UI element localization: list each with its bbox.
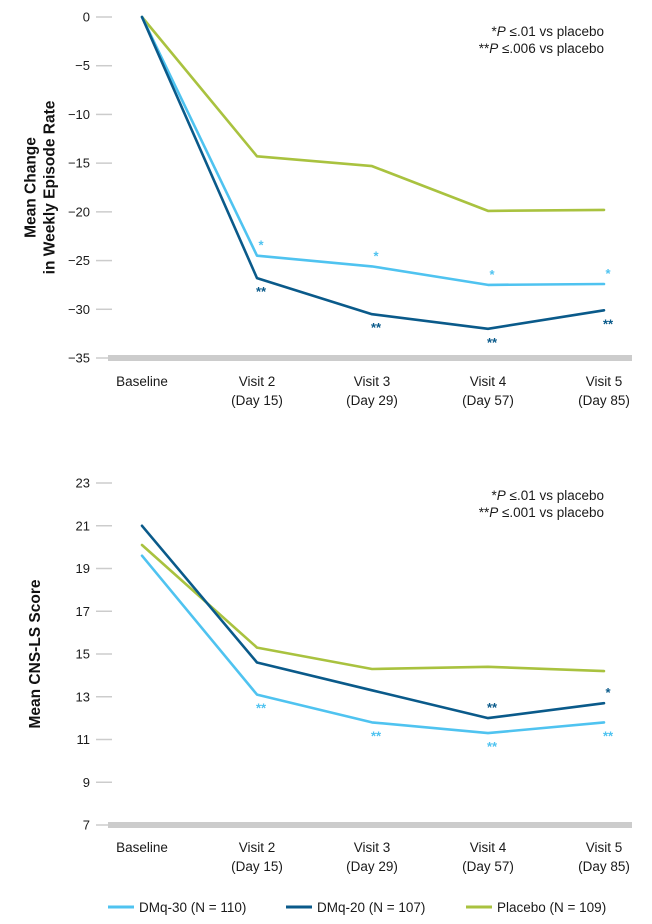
y-tick-label: 23 bbox=[76, 476, 90, 491]
y-axis-title: Mean CNS-LS Score bbox=[27, 579, 44, 728]
legend: DMq-30 (N = 110) DMq-20 (N = 107) Placebo … bbox=[108, 900, 606, 915]
series-line-dmq-20 bbox=[140, 15, 606, 331]
x-tick-label: (Day 85) bbox=[578, 393, 630, 408]
y-tick-label: 0 bbox=[83, 10, 90, 25]
y-tick-label: −25 bbox=[68, 253, 90, 268]
y-tick-label: 9 bbox=[83, 775, 90, 790]
x-tick-label: (Day 15) bbox=[231, 859, 283, 874]
significance-marker: ** bbox=[603, 728, 614, 743]
series-line-dmq-20 bbox=[140, 524, 606, 720]
y-tick-label: 17 bbox=[76, 604, 90, 619]
y-tick-label: 21 bbox=[76, 518, 90, 533]
legend-label: DMq-20 (N = 107) bbox=[317, 900, 425, 915]
series-line-dmq-30 bbox=[140, 15, 606, 287]
x-tick-label: (Day 85) bbox=[578, 859, 630, 874]
y-axis-title: in Weekly Episode Rate bbox=[42, 100, 59, 274]
y-tick-label: −30 bbox=[68, 302, 90, 317]
significance-note: *P ≤.01 vs placebo bbox=[492, 24, 605, 39]
note-p: P bbox=[497, 488, 506, 503]
x-tick-label: (Day 29) bbox=[346, 859, 398, 874]
x-tick-label: Visit 2 bbox=[239, 374, 276, 389]
x-tick-label: Baseline bbox=[116, 840, 168, 855]
note-p: P bbox=[489, 41, 498, 56]
significance-marker: ** bbox=[256, 284, 267, 299]
y-tick-label: 15 bbox=[76, 647, 90, 662]
note-text: ≤.006 vs placebo bbox=[498, 41, 604, 56]
significance-marker: ** bbox=[487, 335, 498, 350]
y-tick-label: −35 bbox=[68, 351, 90, 366]
significance-marker: ** bbox=[371, 728, 382, 743]
significance-marker: ** bbox=[371, 320, 382, 335]
y-tick-label: −5 bbox=[75, 58, 90, 73]
y-tick-label: 19 bbox=[76, 561, 90, 576]
significance-marker: * bbox=[489, 267, 495, 282]
series-line-dmq-30 bbox=[140, 554, 606, 735]
significance-marker: * bbox=[258, 238, 264, 253]
significance-marker: ** bbox=[487, 700, 498, 715]
y-tick-label: 7 bbox=[83, 818, 90, 833]
y-axis-title: Mean Change bbox=[23, 137, 40, 238]
x-tick-label: Visit 5 bbox=[586, 840, 623, 855]
significance-marker: ** bbox=[487, 739, 498, 754]
significance-note: **P ≤.006 vs placebo bbox=[479, 41, 604, 56]
x-tick-label: (Day 57) bbox=[462, 393, 514, 408]
y-tick-label: −10 bbox=[68, 107, 90, 122]
note-stars: ** bbox=[479, 505, 490, 520]
legend-label: Placebo (N = 109) bbox=[497, 900, 606, 915]
significance-marker: * bbox=[605, 685, 611, 700]
significance-marker: * bbox=[373, 248, 379, 263]
x-axis-line bbox=[108, 355, 632, 361]
x-tick-label: Visit 3 bbox=[354, 840, 391, 855]
note-text: ≤.01 vs placebo bbox=[506, 488, 604, 503]
note-stars: * bbox=[492, 488, 498, 503]
note-text: ≤.001 vs placebo bbox=[498, 505, 604, 520]
note-stars: ** bbox=[479, 41, 490, 56]
x-tick-label: Visit 4 bbox=[470, 840, 507, 855]
y-tick-label: 13 bbox=[76, 689, 90, 704]
series-line-placebo bbox=[140, 15, 606, 213]
x-tick-label: Baseline bbox=[116, 374, 168, 389]
y-tick-label: −20 bbox=[68, 204, 90, 219]
note-text: ≤.01 vs placebo bbox=[506, 24, 604, 39]
x-tick-label: (Day 57) bbox=[462, 859, 514, 874]
x-tick-label: (Day 29) bbox=[346, 393, 398, 408]
note-p: P bbox=[497, 24, 506, 39]
note-stars: * bbox=[492, 24, 498, 39]
x-tick-label: Visit 2 bbox=[239, 840, 276, 855]
x-tick-label: Visit 5 bbox=[586, 374, 623, 389]
series-line-placebo bbox=[140, 543, 606, 673]
note-p: P bbox=[489, 505, 498, 520]
y-tick-label: −15 bbox=[68, 156, 90, 171]
chart-cns-ls-score: 23 21 19 17 15 13 11 9 7 Baseline Visit 2 (Day 15) V… bbox=[27, 476, 632, 874]
significance-marker: ** bbox=[256, 701, 267, 716]
legend-label: DMq-30 (N = 110) bbox=[139, 900, 246, 915]
x-tick-label: Visit 3 bbox=[354, 374, 391, 389]
x-tick-label: (Day 15) bbox=[231, 393, 283, 408]
significance-marker: ** bbox=[603, 316, 614, 331]
x-tick-label: Visit 4 bbox=[470, 374, 507, 389]
y-tick-label: 11 bbox=[77, 732, 91, 747]
chart-weekly-episode-rate: 0 −5 −10 −15 −20 −25 −30 −35 Baseline Visit 2 (Day… bbox=[23, 10, 632, 408]
significance-marker: * bbox=[605, 266, 611, 281]
significance-note: **P ≤.001 vs placebo bbox=[479, 505, 604, 520]
x-axis-line bbox=[108, 822, 632, 828]
significance-note: *P ≤.01 vs placebo bbox=[492, 488, 605, 503]
